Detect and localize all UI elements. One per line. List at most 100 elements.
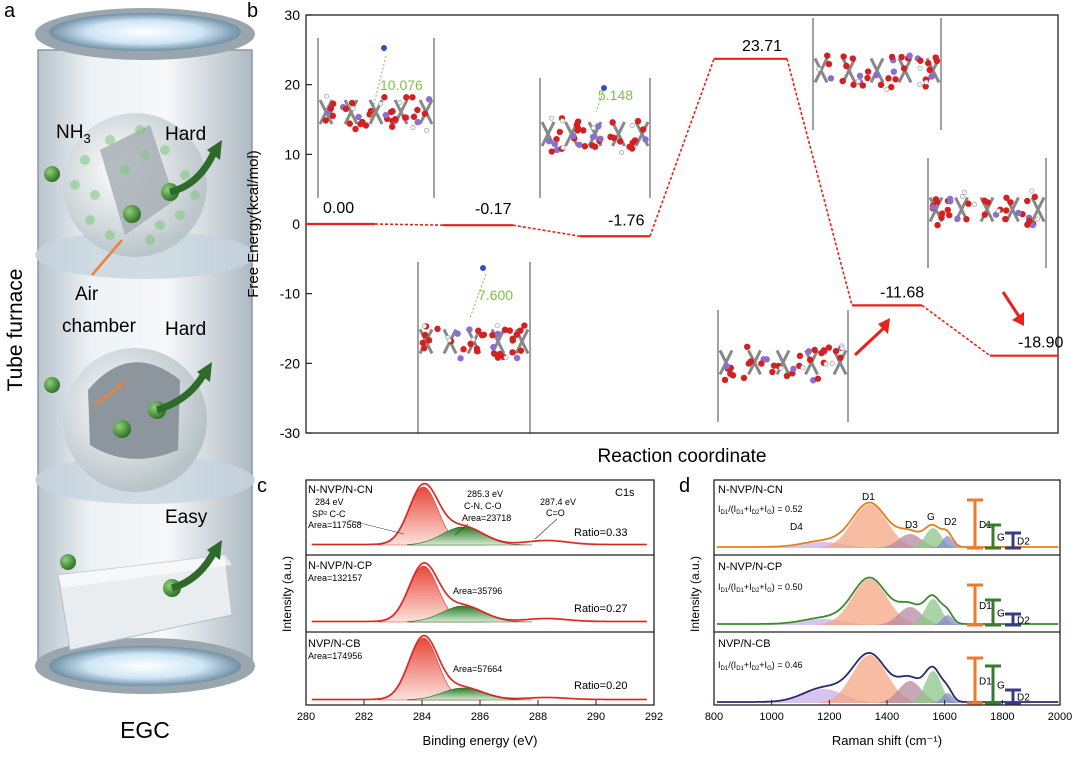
y-axis-label-c: Intensity (a.u.) xyxy=(280,556,294,632)
fit-envelope xyxy=(311,561,647,623)
atom xyxy=(906,52,913,59)
atom xyxy=(947,198,954,205)
x-tick-label: 800 xyxy=(705,711,723,723)
series-name: N-NVP/N-CP xyxy=(718,561,782,573)
peak-d1 xyxy=(817,504,922,548)
annotation: 285.3 eV xyxy=(467,489,503,499)
atom xyxy=(551,140,559,148)
annotation: C=O xyxy=(546,508,565,518)
atom xyxy=(1007,199,1014,206)
atom xyxy=(467,340,474,348)
atom xyxy=(574,127,581,134)
energy-label: -18.90 xyxy=(1018,335,1063,352)
bar-label: G xyxy=(997,681,1005,692)
atom xyxy=(827,75,835,82)
atom xyxy=(981,197,988,204)
energy-label: -0.17 xyxy=(475,201,512,218)
chamber-label: chamber xyxy=(62,316,137,337)
atom xyxy=(570,132,577,140)
atom xyxy=(729,372,737,379)
atom xyxy=(342,105,350,113)
atom xyxy=(926,66,933,74)
y-ticks-b: 30 20 10 0 -10 -20 -30 xyxy=(280,7,312,441)
bar-label: D2 xyxy=(1017,616,1030,627)
atom xyxy=(501,326,509,334)
atom xyxy=(434,325,441,333)
energy-levels: 0.00 -0.17 -1.76 23.71 -11.68 -18.90 xyxy=(306,38,1063,357)
atom xyxy=(873,71,880,79)
x-tick-label: 1400 xyxy=(875,711,899,723)
dopant-dot xyxy=(120,165,130,175)
atom xyxy=(330,100,337,107)
atom xyxy=(850,81,857,88)
atom xyxy=(595,123,602,130)
structure-transition xyxy=(812,18,942,130)
atom xyxy=(409,94,416,101)
y-tick-label: 0 xyxy=(292,216,300,232)
nh3-label: NH3 xyxy=(56,122,91,146)
bar-label: D1 xyxy=(979,677,992,688)
structure-final xyxy=(717,310,849,422)
x-tick-label: 288 xyxy=(529,711,547,723)
structure-dissociated xyxy=(927,158,1047,268)
y-tick-label: 30 xyxy=(284,7,300,23)
raman-curve xyxy=(716,501,1059,548)
y-axis-label-b: Free Energy(kcal/mol) xyxy=(245,150,262,298)
nh3-ball xyxy=(113,420,131,438)
atom xyxy=(545,138,553,145)
bar-label: D1 xyxy=(979,601,992,612)
distance-label: 7.600 xyxy=(478,287,513,303)
atom xyxy=(932,54,939,61)
atom xyxy=(388,123,396,130)
atom xyxy=(954,215,961,223)
series-name: N-NVP/N-CN xyxy=(308,484,373,496)
atom xyxy=(576,141,583,148)
structure-intermediate xyxy=(539,78,651,198)
atom xyxy=(389,108,396,115)
annotation: Area=117568 xyxy=(308,520,362,530)
atom xyxy=(864,74,871,82)
atom xyxy=(837,354,844,361)
atom xyxy=(457,355,464,362)
x-tick-label: 280 xyxy=(297,711,315,723)
atom xyxy=(489,331,496,339)
annotation: Area=132157 xyxy=(308,573,362,583)
atom xyxy=(607,133,614,141)
atom xyxy=(410,113,418,120)
atom xyxy=(597,135,604,142)
ratio-formula: ID1/(ID1+ID2+IG) = 0.52 xyxy=(718,504,803,516)
atom xyxy=(494,354,502,361)
atom xyxy=(796,352,804,360)
peak-label: D2 xyxy=(944,517,957,528)
nh3-ball xyxy=(123,205,141,223)
intensity-bars: D1GD2D1GD2D1GD2 xyxy=(967,498,1030,705)
atom xyxy=(818,349,825,357)
atom xyxy=(744,343,751,350)
atom xyxy=(1003,194,1010,201)
x-tick-label: 290 xyxy=(587,711,605,723)
atom xyxy=(825,60,833,68)
connector xyxy=(374,223,444,226)
atom xyxy=(1031,193,1039,201)
atom xyxy=(588,142,596,149)
panel-letter-b: b xyxy=(247,0,258,22)
atom xyxy=(864,68,872,75)
peak-d2 xyxy=(931,693,964,703)
atom xyxy=(758,360,765,367)
dopant-dot xyxy=(160,145,170,155)
atom xyxy=(466,326,473,333)
dopant-dot xyxy=(105,230,115,240)
peak-d1 xyxy=(817,655,922,703)
red-arrow xyxy=(1001,291,1022,319)
peak-d1 xyxy=(817,579,922,625)
distance-label: 10.076 xyxy=(380,77,423,93)
connector xyxy=(921,304,991,357)
bar-label: D2 xyxy=(1017,693,1030,704)
ratio-label: Ratio=0.20 xyxy=(574,680,628,692)
atom xyxy=(840,53,847,60)
atom xyxy=(934,221,941,229)
sphere-middle-cavity xyxy=(88,362,180,459)
annotation: SP² C-C xyxy=(312,509,346,519)
atom xyxy=(327,105,335,112)
